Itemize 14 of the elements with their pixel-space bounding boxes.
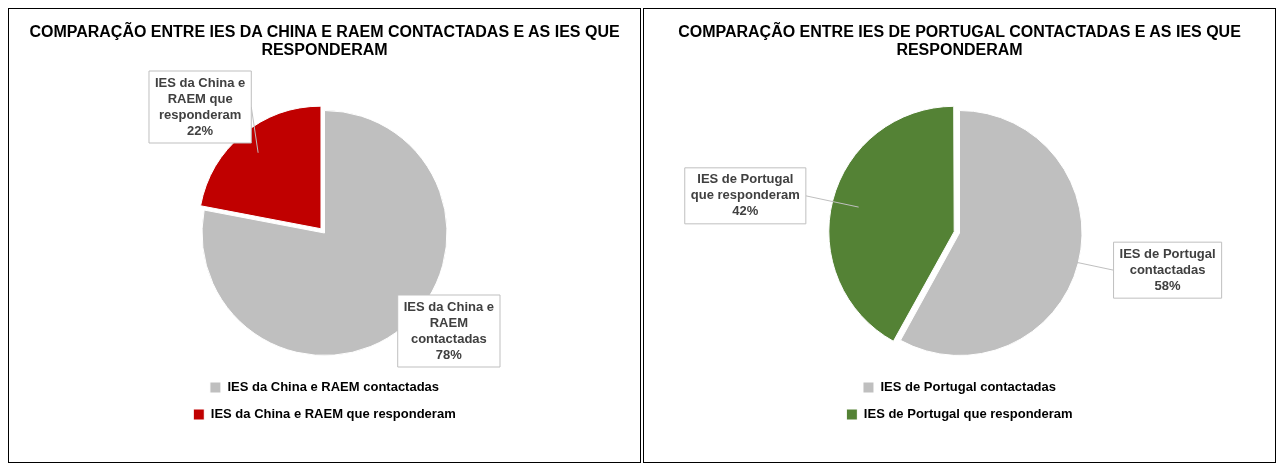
legend-label: IES da China e RAEM contactadas bbox=[227, 379, 440, 395]
slice-label: IES da China e RAEM que responderam bbox=[154, 74, 246, 122]
slice-label: IES da China e RAEM contactadas bbox=[403, 298, 495, 346]
chart-title: COMPARAÇÃO ENTRE IES DE PORTUGAL CONTACTADAS E AS IES QUE RESPONDERAM bbox=[677, 21, 1242, 60]
data-label: 58% bbox=[1154, 277, 1182, 293]
legend-label: IES da China e RAEM que responderam bbox=[210, 406, 456, 422]
data-label: 78% bbox=[435, 346, 463, 362]
data-label: 22% bbox=[187, 122, 214, 138]
data-label: 42% bbox=[732, 203, 759, 219]
slice-label: IES de Portugal que responderam bbox=[690, 171, 800, 203]
slice-label: IES de Portugal contactadas bbox=[1119, 245, 1216, 277]
legend-label: IES de Portugal contactadas bbox=[880, 379, 1057, 395]
legend-label: IES de Portugal que responderam bbox=[863, 406, 1073, 422]
chart-title: COMPARAÇÃO ENTRE IES DA CHINA E RAEM CONTACTADAS E AS IES QUE RESPONDERAM bbox=[28, 21, 621, 60]
